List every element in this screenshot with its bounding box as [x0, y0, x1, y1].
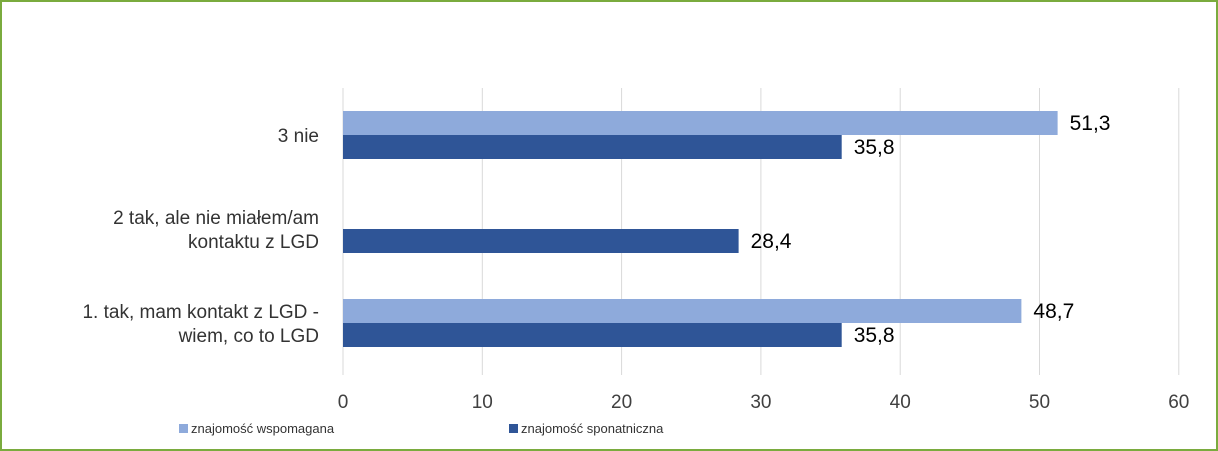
bar	[343, 299, 1022, 323]
bar	[343, 135, 842, 159]
x-tick-label: 10	[472, 392, 493, 413]
x-tick-label: 40	[890, 392, 911, 413]
bar	[343, 111, 1058, 135]
x-tick-label: 60	[1168, 392, 1189, 413]
legend-swatch	[509, 424, 518, 433]
category-label: 2 tak, ale nie miałem/am	[113, 208, 319, 229]
legend: znajomość wspomagana znajomość sponatnicz…	[179, 421, 664, 436]
bar	[343, 229, 739, 253]
category-label: wiem, co to LGD	[178, 326, 319, 347]
data-label: 28,4	[751, 230, 792, 253]
category-label: kontaktu z LGD	[188, 232, 319, 253]
data-label: 51,3	[1070, 112, 1111, 135]
category-label: 3 nie	[278, 126, 319, 147]
data-label: 48,7	[1033, 300, 1074, 323]
data-label: 35,8	[854, 136, 895, 159]
value-labels: 48,7 35,8 28,4 51,3 35,8	[751, 112, 1111, 347]
legend-label: znajomość sponatniczna	[521, 421, 664, 436]
bar	[343, 323, 842, 347]
tick-labels: 0 10 20 30 40 50 60	[338, 392, 1190, 413]
category-label: 1. tak, mam kontakt z LGD -	[82, 302, 319, 323]
legend-label: znajomość wspomagana	[191, 421, 335, 436]
x-tick-label: 50	[1029, 392, 1050, 413]
x-tick-label: 30	[750, 392, 771, 413]
data-label: 35,8	[854, 324, 895, 347]
legend-swatch	[179, 424, 188, 433]
bars	[343, 111, 1058, 347]
x-tick-label: 0	[338, 392, 349, 413]
category-labels: 1. tak, mam kontakt z LGD - wiem, co to L…	[82, 126, 319, 347]
x-tick-label: 20	[611, 392, 632, 413]
